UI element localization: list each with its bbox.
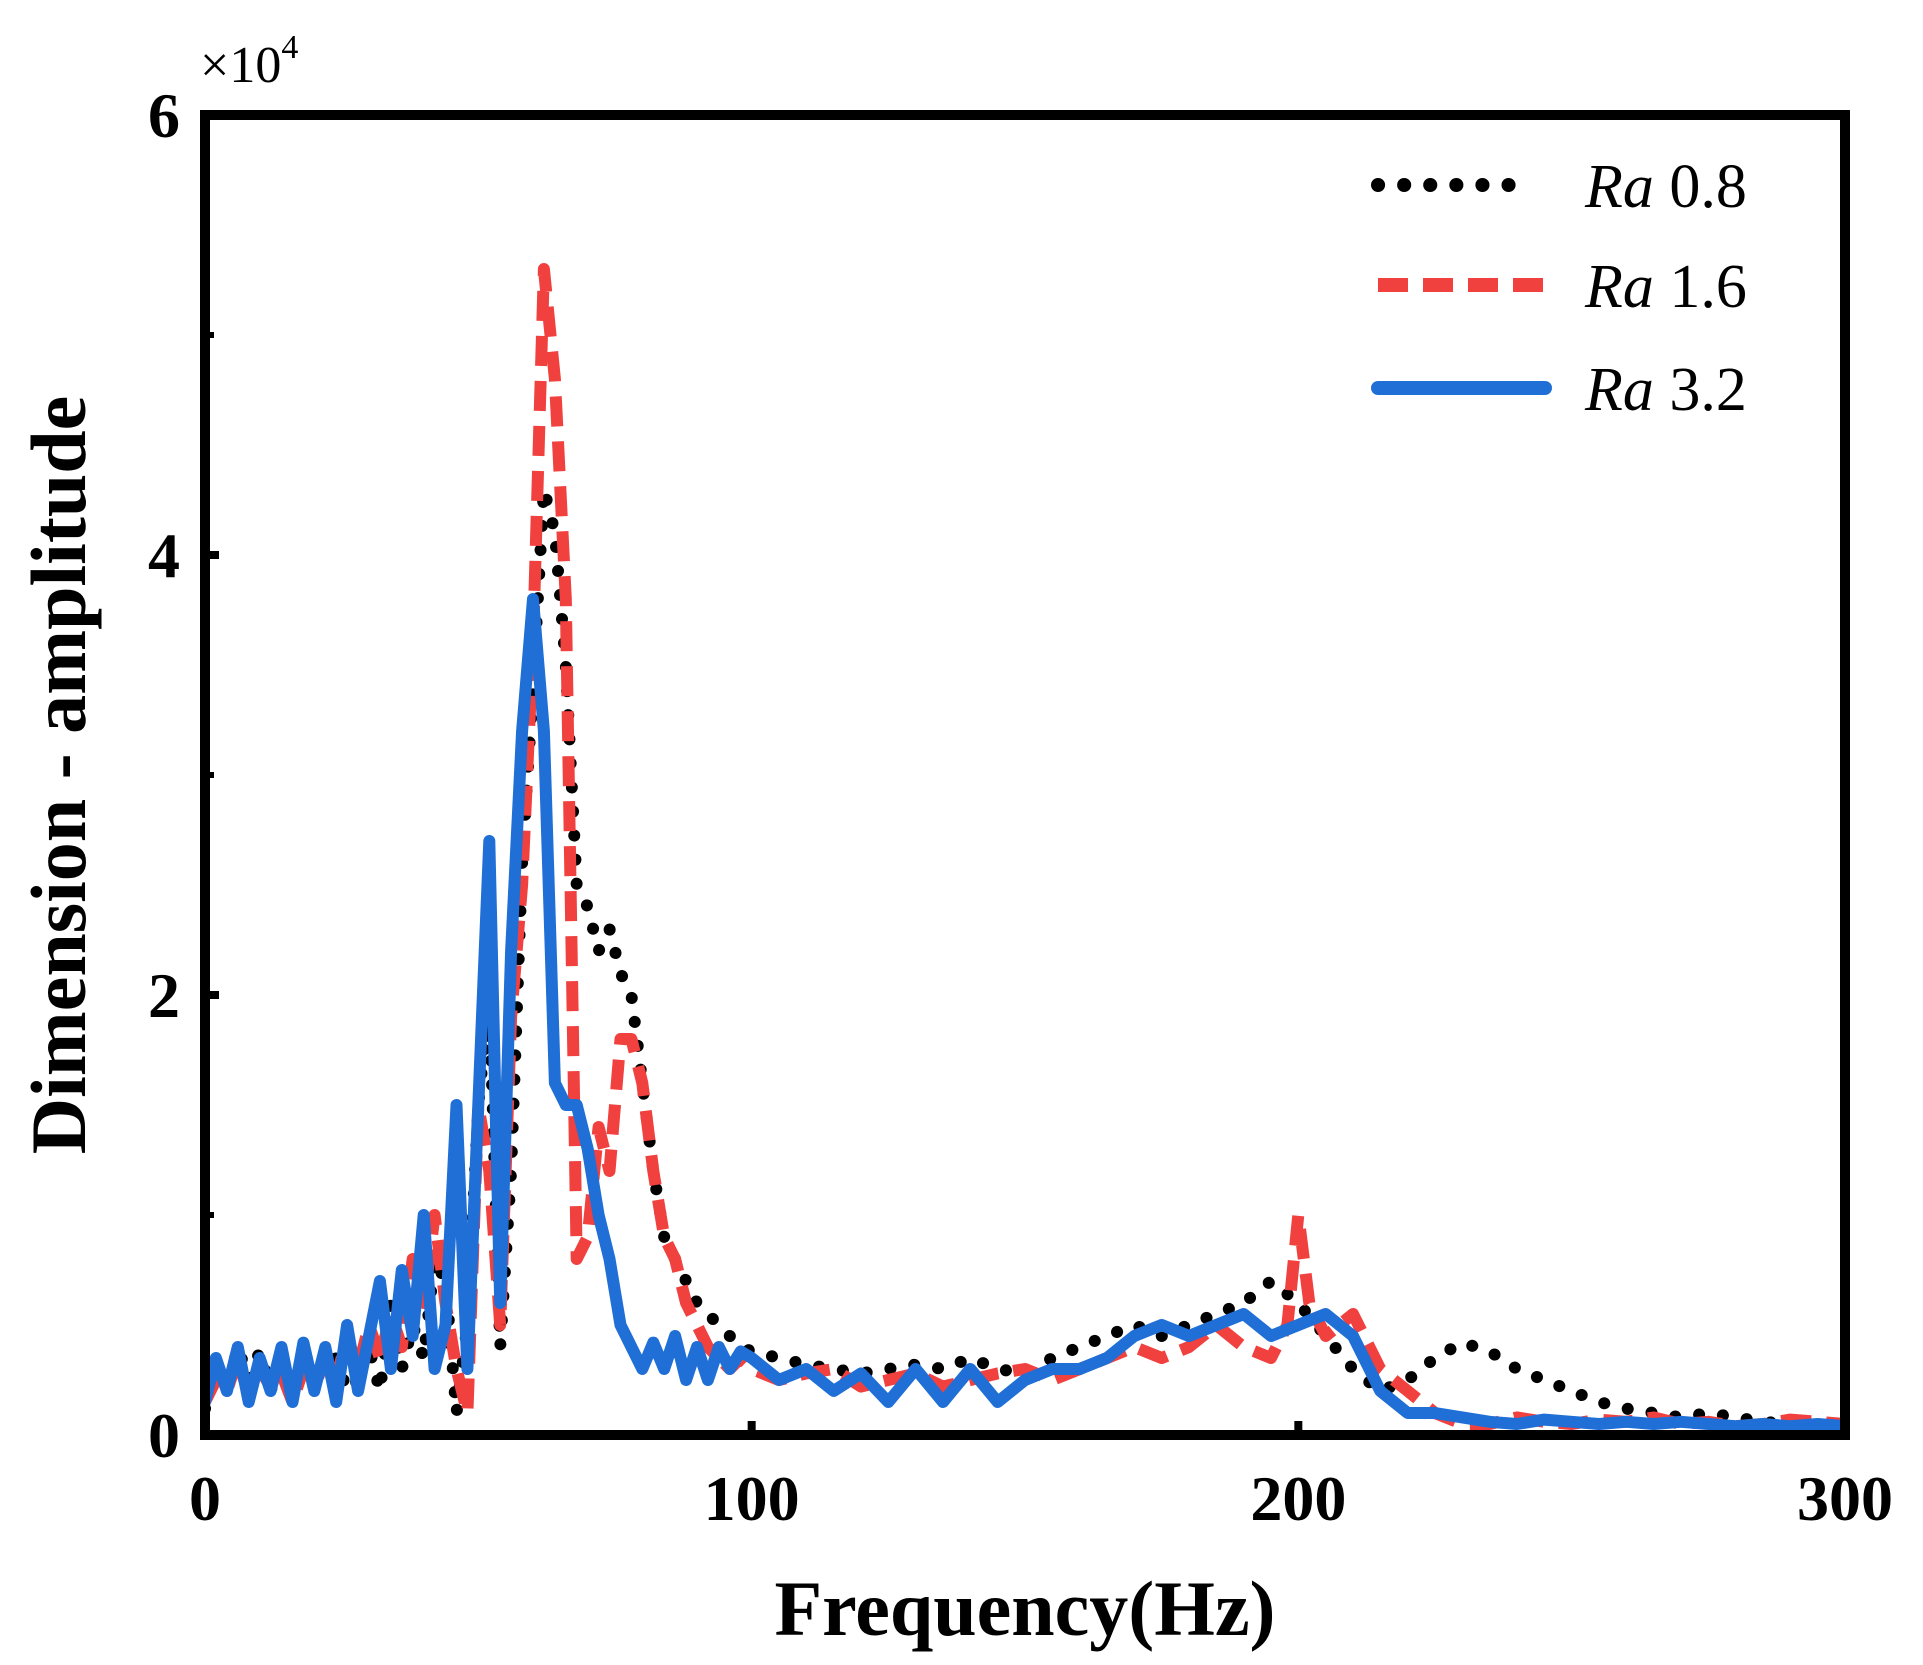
ticks-layer: 0 100 200 300 0 2 4 6: [148, 80, 1893, 1534]
y-tick-label-1: 2: [148, 960, 180, 1031]
y-tick-label-0: 0: [148, 1400, 180, 1471]
y-multiplier-label: ×104: [200, 29, 298, 94]
y-axis-title: Dimension - amplitude: [15, 396, 102, 1154]
x-tick-label-1: 100: [704, 1463, 800, 1534]
series-line-0: [205, 483, 1845, 1435]
legend-label-2: Ra 3.2: [1584, 356, 1747, 424]
legend-label-2-value: 3.2: [1669, 356, 1747, 424]
legend-label-0: Ra 0.8: [1584, 153, 1747, 221]
x-tick-label-3: 300: [1797, 1463, 1893, 1534]
y-multiplier-base: ×10: [200, 37, 281, 94]
legend-label-0-value: 0.8: [1669, 153, 1747, 221]
legend-entry-2: Ra 3.2: [1371, 356, 1747, 424]
x-tick-label-0: 0: [189, 1463, 221, 1534]
x-tick-label-2: 200: [1250, 1463, 1346, 1534]
legend-entry-1: Ra 1.6: [1378, 253, 1747, 321]
legend-label-1-italic: Ra: [1584, 253, 1654, 321]
legend-label-1: Ra 1.6: [1584, 253, 1747, 321]
legend: Ra 0.8 Ra 1.6 Ra 3.2: [1371, 153, 1747, 424]
y-tick-label-3: 6: [148, 80, 180, 151]
legend-entry-0: Ra 0.8: [1371, 153, 1747, 221]
y-multiplier-exponent: 4: [281, 29, 298, 66]
y-tick-label-2: 4: [148, 520, 180, 591]
legend-label-1-value: 1.6: [1669, 253, 1747, 321]
legend-label-0-italic: Ra: [1584, 153, 1654, 221]
x-axis-title: Frequency(Hz): [774, 1565, 1275, 1652]
series-layer: [205, 263, 1845, 1435]
legend-label-2-italic: Ra: [1584, 356, 1654, 424]
series-line-2: [205, 593, 1845, 1433]
